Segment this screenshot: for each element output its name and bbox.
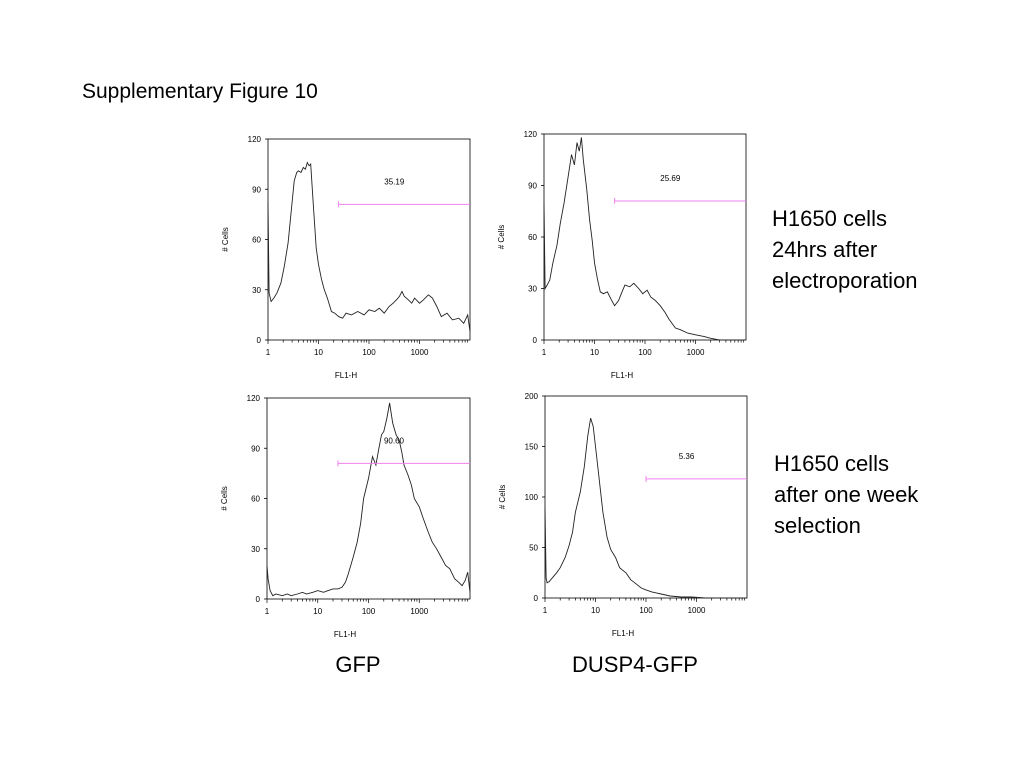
x-tick-label: 100 xyxy=(638,348,652,357)
x-tick-label: 1 xyxy=(266,348,271,357)
y-tick-label: 0 xyxy=(256,595,261,604)
x-tick-label: 100 xyxy=(362,607,376,616)
row-label-line: electroporation xyxy=(772,268,918,293)
gate-percent-label: 35.19 xyxy=(384,177,405,186)
y-tick-label: 120 xyxy=(524,130,538,139)
x-tick-label: 10 xyxy=(313,607,322,616)
x-tick-label: 1000 xyxy=(688,606,706,615)
x-tick-label: 10 xyxy=(590,348,599,357)
y-tick-label: 0 xyxy=(257,336,262,345)
histogram-trace xyxy=(543,137,746,341)
x-tick-label: 1 xyxy=(265,607,270,616)
x-tick-label: 1000 xyxy=(687,348,705,357)
column-label-gfp: GFP xyxy=(335,652,381,677)
row-label-1week: H1650 cells after one week selection xyxy=(774,448,918,541)
row-label-line: after one week xyxy=(774,482,919,507)
y-axis-label: # Cells xyxy=(220,486,229,510)
row-label-line: H1650 cells xyxy=(772,206,887,231)
gate-percent-label: 90.60 xyxy=(384,436,405,445)
y-tick-label: 120 xyxy=(247,394,261,403)
y-tick-label: 150 xyxy=(525,443,539,452)
gate-percent-label: 5.36 xyxy=(679,452,695,461)
y-axis-label: # Cells xyxy=(221,227,230,251)
plot-frame xyxy=(266,397,471,600)
y-tick-label: 60 xyxy=(528,233,537,242)
histogram-dusp4-1week: 0 50 100 150 200 1 10 100 1000 FL1-H # Cells 5.36 xyxy=(498,392,748,638)
x-axis-label: FL1-H xyxy=(335,371,357,380)
x-tick-label: 1000 xyxy=(410,607,428,616)
y-tick-label: 60 xyxy=(251,495,260,504)
x-tick-label: 1000 xyxy=(411,348,429,357)
gate-percent-label: 25.69 xyxy=(660,174,681,183)
y-axis-label: # Cells xyxy=(497,225,506,249)
y-tick-label: 50 xyxy=(529,544,538,553)
y-tick-label: 30 xyxy=(251,545,260,554)
row-label-line: H1650 cells xyxy=(774,451,889,476)
y-tick-label: 90 xyxy=(252,185,261,194)
histogram-trace xyxy=(267,161,471,332)
histogram-trace xyxy=(266,402,471,597)
x-tick-label: 100 xyxy=(362,348,376,357)
y-tick-label: 120 xyxy=(248,135,262,144)
y-tick-label: 0 xyxy=(533,336,538,345)
x-axis-label: FL1-H xyxy=(612,629,634,638)
y-tick-label: 60 xyxy=(252,236,261,245)
y-tick-label: 30 xyxy=(252,286,261,295)
column-label-dusp4-gfp: DUSP4-GFP xyxy=(572,652,698,677)
row-label-24h: H1650 cells 24hrs after electroporation xyxy=(772,203,918,296)
x-tick-label: 1 xyxy=(543,606,548,615)
y-tick-label: 90 xyxy=(251,444,260,453)
histogram-trace xyxy=(544,418,747,599)
y-tick-label: 90 xyxy=(528,182,537,191)
y-tick-label: 30 xyxy=(528,285,537,294)
x-tick-label: 1 xyxy=(542,348,547,357)
x-axis-label: FL1-H xyxy=(611,371,633,380)
x-tick-label: 10 xyxy=(314,348,323,357)
y-tick-label: 100 xyxy=(525,493,539,502)
figure-title: Supplementary Figure 10 xyxy=(82,80,318,103)
y-tick-label: 200 xyxy=(525,392,539,401)
row-label-line: selection xyxy=(774,513,861,538)
x-axis-label: FL1-H xyxy=(334,630,356,639)
y-axis-label: # Cells xyxy=(498,485,507,509)
row-label-line: 24hrs after xyxy=(772,237,878,262)
y-tick-label: 0 xyxy=(534,594,539,603)
x-tick-label: 10 xyxy=(591,606,600,615)
plot-frame xyxy=(544,395,748,599)
x-tick-label: 100 xyxy=(639,606,653,615)
